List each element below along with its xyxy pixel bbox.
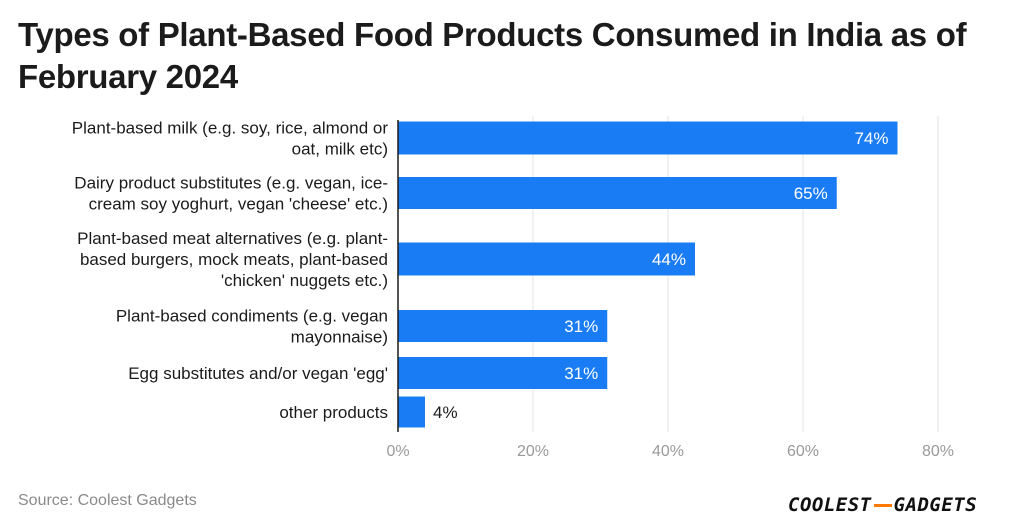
- x-tick-label: 60%: [787, 443, 819, 460]
- category-label-line: other products: [279, 403, 388, 422]
- category-label-line: based burgers, mock meats, plant-based: [80, 250, 388, 269]
- bar-value-label: 65%: [794, 184, 828, 203]
- bar-value-label: 74%: [854, 129, 888, 148]
- bar: [398, 357, 608, 389]
- source-note: Source: Coolest Gadgets: [18, 492, 197, 509]
- bar: [398, 242, 695, 276]
- x-tick-label: 0%: [386, 443, 409, 460]
- category-label-line: oat, milk etc): [292, 140, 388, 159]
- bar-value-label: 4%: [433, 403, 458, 422]
- category-label: Plant-based condiments (e.g. vegan mayonn…: [116, 307, 388, 347]
- bar-value-label: 31%: [564, 364, 598, 383]
- category-label: Dairy product substitutes (e.g. vegan, i…: [74, 174, 388, 214]
- x-tick-label: 80%: [922, 443, 954, 460]
- category-label-line: 'chicken' nuggets etc.): [221, 271, 388, 290]
- category-label: Plant-based meat alternatives (e.g. plan…: [77, 229, 388, 290]
- coolest-gadgets-logo: COOLEST GADGETS: [788, 492, 977, 518]
- category-label-line: mayonnaise): [291, 328, 388, 347]
- bar: [398, 310, 608, 342]
- category-label-line: Dairy product substitutes (e.g. vegan, i…: [74, 174, 388, 193]
- chart-title: Types of Plant-Based Food Products Consu…: [18, 16, 967, 95]
- x-tick-label: 40%: [652, 443, 684, 460]
- bar: [398, 177, 837, 209]
- category-label: Egg substitutes and/or vegan 'egg': [128, 364, 388, 383]
- bar-value-label: 44%: [652, 250, 686, 269]
- category-label-line: Plant-based milk (e.g. soy, rice, almond…: [72, 119, 389, 138]
- bar: [398, 396, 425, 428]
- logo-left-text: COOLEST: [788, 494, 872, 516]
- logo-right-text: GADGETS: [893, 494, 978, 516]
- category-label-line: Plant-based condiments (e.g. vegan: [116, 307, 388, 326]
- bar-value-label: 31%: [564, 317, 598, 336]
- category-label: other products: [279, 403, 388, 422]
- x-tick-label: 20%: [517, 443, 549, 460]
- category-label-line: Egg substitutes and/or vegan 'egg': [128, 364, 388, 383]
- category-label: Plant-based milk (e.g. soy, rice, almond…: [72, 119, 389, 159]
- bar: [398, 121, 898, 155]
- category-label-line: cream soy yoghurt, vegan 'cheese' etc.): [89, 195, 388, 214]
- category-label-line: Plant-based meat alternatives (e.g. plan…: [77, 229, 388, 248]
- logo-dash: [873, 503, 892, 507]
